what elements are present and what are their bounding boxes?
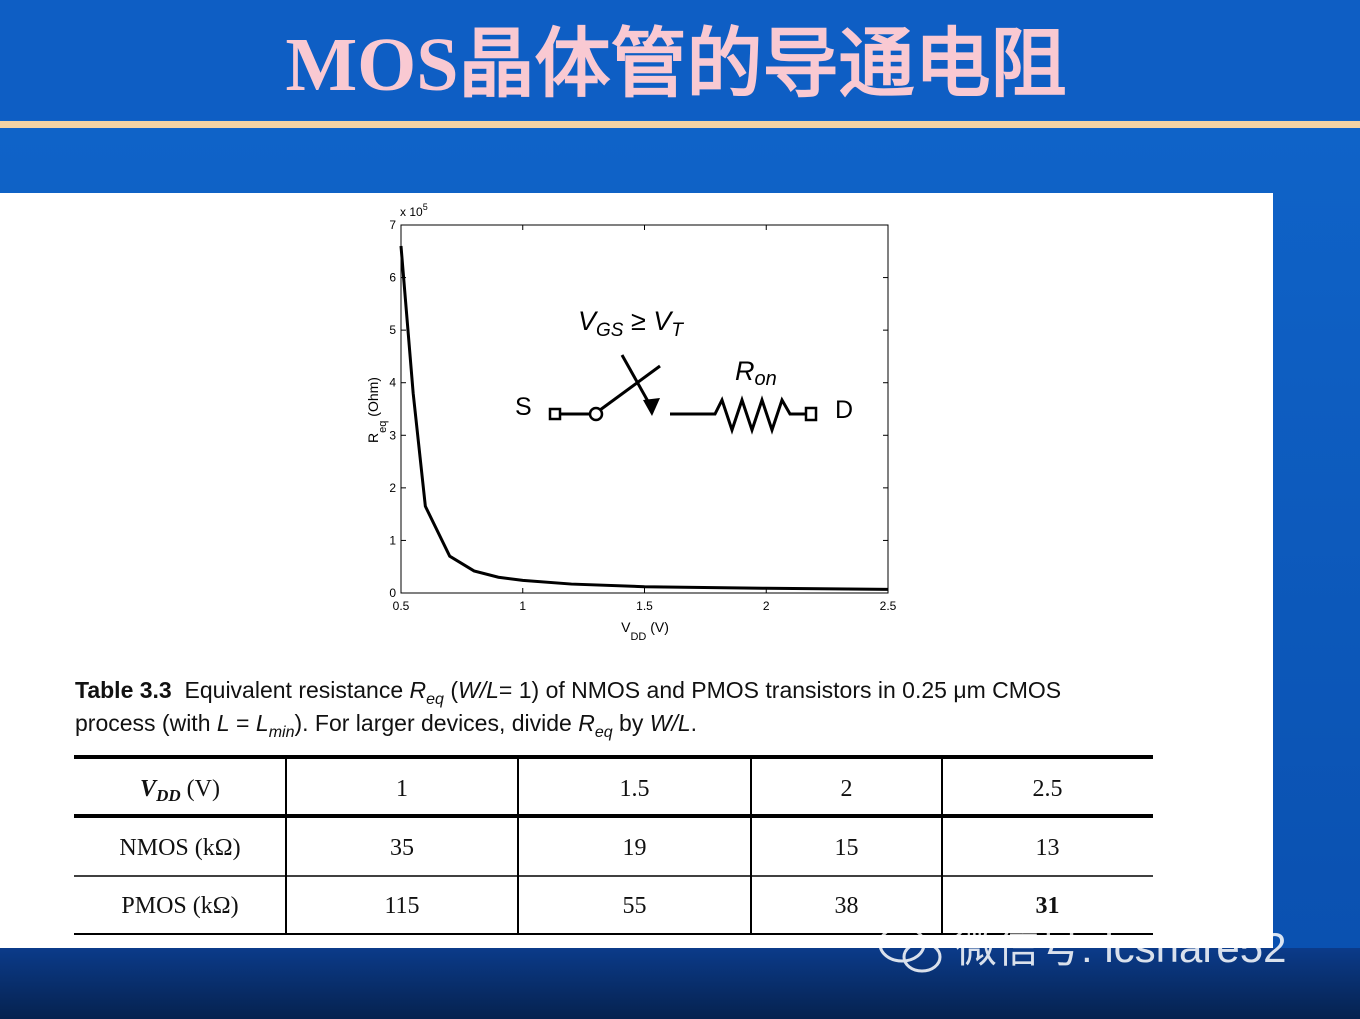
caption-part: Table 3.3 [75, 677, 172, 703]
y-axis-label: Req (Ohm) [365, 377, 389, 443]
y-tick-label: 1 [389, 533, 396, 547]
x-axis-label: VDD (V) [621, 619, 669, 643]
caption-part: . [691, 710, 697, 736]
caption-part: eq [595, 724, 613, 741]
chart: x 105 VDD (V) Req (Ohm) VGS ≥ VT Ron S D… [365, 202, 897, 643]
footer-band [0, 948, 1360, 1019]
label-main: V [140, 776, 158, 802]
label-rest: (V) [181, 776, 220, 802]
watermark-text: 微信号: icshare52 [955, 924, 1286, 971]
switch-diagram [548, 354, 818, 435]
caption-part: = 1) of NMOS and PMOS transistors in 0.2… [499, 677, 1061, 703]
label-rest: (V) [646, 619, 669, 635]
resistor-label: Ron [735, 356, 777, 390]
column-header: 2.5 [1033, 776, 1063, 802]
y-tick-label: 6 [389, 271, 396, 285]
x-tick-label: 1 [519, 599, 526, 613]
multiplier-base: x 10 [400, 205, 423, 219]
label-main: V [578, 306, 599, 336]
label-sub: DD [155, 786, 181, 805]
watermark: 微信号: icshare52 [878, 924, 1286, 973]
multiplier-exponent: 5 [423, 202, 428, 212]
caption-part: Equivalent resistance [172, 677, 410, 703]
caption-part: = [230, 710, 256, 736]
data-line [399, 245, 889, 591]
table-cell: 55 [623, 893, 647, 919]
source-label: S [515, 393, 532, 421]
label-main: R [735, 356, 755, 386]
label-main: V [621, 619, 631, 635]
x-tick-label: 2.5 [880, 599, 897, 613]
table-cell: 13 [1036, 835, 1060, 861]
caption-part: L [217, 710, 230, 736]
caption-part: W/L [650, 710, 691, 736]
table-cell: 35 [390, 835, 414, 861]
row-label: NMOS (kΩ) [119, 835, 240, 861]
label-sub: eq [377, 421, 389, 433]
caption-part: min [269, 724, 295, 741]
caption-part: by [613, 710, 650, 736]
label-sub: T [671, 320, 684, 341]
y-tick-label: 5 [389, 323, 396, 337]
table-cell: 38 [835, 893, 859, 919]
table-cell: 31 [1036, 893, 1060, 919]
column-header: 2 [841, 776, 853, 802]
label-rest: (Ohm) [365, 377, 381, 421]
y-tick-label: 7 [389, 218, 396, 232]
header-label: VDD (V) [140, 776, 220, 805]
x-tick-label: 2 [763, 599, 770, 613]
label-main: R [365, 433, 381, 443]
y-tick-label: 0 [389, 586, 396, 600]
title-rule [0, 121, 1360, 128]
x-tick-label: 1.5 [636, 599, 653, 613]
caption-part: eq [426, 691, 444, 708]
drain-label: D [835, 396, 853, 424]
label-sub: on [755, 368, 777, 390]
caption-part: L [256, 710, 269, 736]
column-header: 1 [396, 776, 408, 802]
table: VDD (V) 1 1.5 2 2.5 NMOS (kΩ) 35 19 15 13 PMOS (k… [74, 755, 1153, 935]
label-sub: DD [630, 631, 646, 643]
caption-part: process (with [75, 710, 217, 736]
table-cell: 19 [623, 835, 647, 861]
caption-part: R [410, 677, 427, 703]
row-label: PMOS (kΩ) [121, 893, 238, 919]
y-tick-label: 2 [389, 481, 396, 495]
label-sub: GS [596, 320, 624, 341]
x-tick-label: 0.5 [393, 599, 410, 613]
title-bar [0, 0, 1360, 120]
caption-part: ( [444, 677, 458, 703]
column-header: 1.5 [620, 776, 650, 802]
y-tick-label: 4 [389, 376, 396, 390]
y-tick-label: 3 [389, 428, 396, 442]
condition-label: VGS ≥ VT [578, 306, 684, 341]
label-main: ≥ V [623, 306, 674, 336]
caption-part: ). For larger devices, divide [294, 710, 578, 736]
slide-title: MOS晶体管的导通电阻 [285, 23, 1066, 107]
table-caption: Table 3.3 Equivalent resistance Req (W/L… [75, 677, 1068, 741]
caption-part: W/L [458, 677, 499, 703]
content-panel [0, 193, 1273, 948]
y-multiplier: x 105 [400, 202, 428, 219]
table-cell: 115 [384, 893, 419, 919]
caption-part: R [578, 710, 595, 736]
table-cell: 15 [835, 835, 859, 861]
